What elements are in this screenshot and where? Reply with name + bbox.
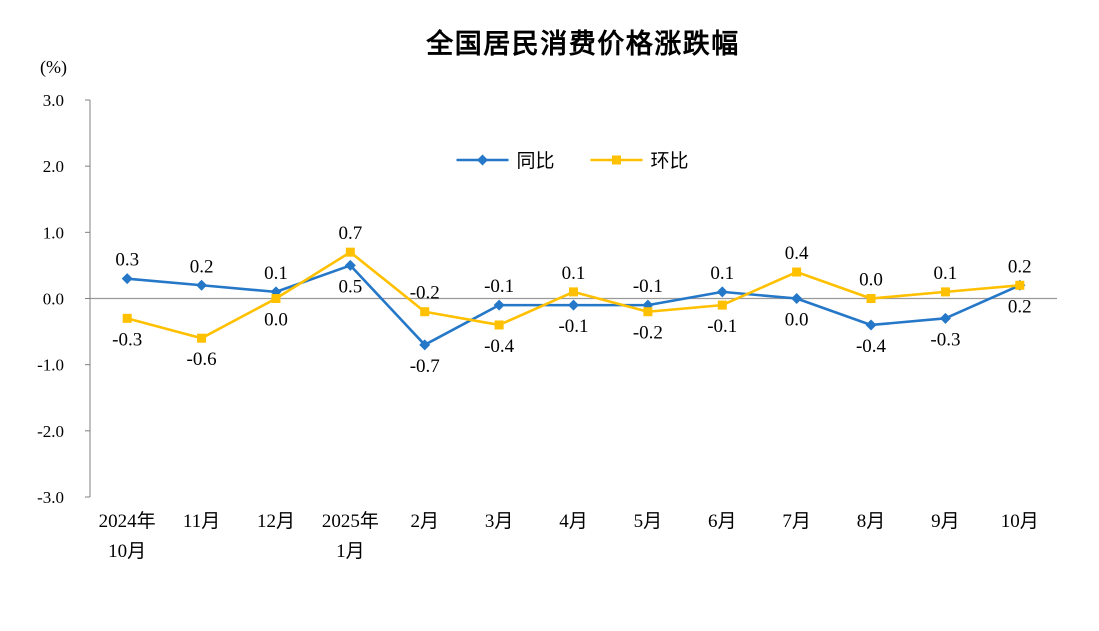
diamond-marker: [568, 299, 579, 311]
x-axis-label: 6月: [708, 511, 737, 532]
x-axis-label: 3月: [485, 511, 514, 532]
square-marker: [494, 320, 504, 330]
square-marker: [420, 307, 430, 317]
data-label-环比: 0.0: [264, 310, 288, 331]
x-axis-label: 10月: [1001, 511, 1039, 532]
data-label-环比: 0.1: [562, 263, 586, 284]
data-label-同比: 0.0: [785, 310, 809, 331]
data-label-环比: -0.6: [187, 349, 217, 370]
square-marker: [122, 313, 132, 323]
y-axis-tick-label: 3.0: [43, 91, 64, 110]
x-axis-label: 12月: [257, 511, 295, 532]
data-label-同比: -0.7: [410, 356, 440, 377]
data-label-环比: -0.2: [633, 323, 663, 344]
diamond-marker: [791, 293, 803, 304]
legend-item-环比: 环比: [590, 150, 689, 172]
diamond-marker: [493, 299, 505, 311]
data-label-同比: 0.3: [115, 250, 139, 271]
legend: 同比 环比: [456, 150, 689, 172]
legend-item-同比: 同比: [456, 150, 555, 172]
diamond-marker: [419, 339, 431, 351]
legend-label: 环比: [651, 150, 689, 172]
diamond-marker: [196, 279, 208, 291]
x-axis-label: 5月: [634, 511, 663, 532]
x-axis-label: 4月: [559, 511, 588, 532]
legend-diamond-marker: [477, 154, 488, 166]
x-axis-label: 8月: [857, 511, 886, 532]
diamond-marker: [865, 319, 877, 331]
square-marker: [271, 294, 281, 303]
x-axis-label: 2024年 10月: [99, 510, 156, 562]
x-axis-label: 2025年 1月: [322, 510, 379, 562]
plot-area: 3.0 2.0 1.0 0.0 -1.0 -2.0 -3.0 2024年 10月 11月 12月 20…: [37, 91, 1057, 562]
data-label-同比: 0.2: [190, 256, 214, 277]
square-marker: [940, 287, 950, 297]
data-label-环比: -0.1: [707, 316, 737, 337]
data-label-同比: -0.3: [930, 329, 960, 350]
data-label-环比: 0.1: [934, 263, 958, 284]
y-axis-tick-label: -2.0: [37, 422, 64, 441]
square-marker: [345, 247, 355, 257]
y-axis-tick-label: 1.0: [43, 223, 64, 242]
square-marker: [717, 300, 727, 310]
diamond-marker: [121, 273, 133, 285]
data-label-环比: -0.2: [410, 283, 440, 304]
square-marker: [866, 294, 876, 303]
diamond-marker: [939, 312, 951, 324]
data-label-环比: -0.4: [484, 336, 515, 357]
data-label-同比: -0.1: [484, 276, 514, 297]
data-label-环比: -0.3: [112, 329, 142, 350]
x-axis-label: 2月: [410, 511, 439, 532]
legend-square-marker: [612, 155, 621, 165]
data-label-同比: -0.4: [856, 336, 887, 357]
x-axis-label: 9月: [931, 511, 960, 532]
legend-label: 同比: [517, 150, 555, 172]
data-label-环比: 0.7: [338, 223, 362, 244]
x-axis-label: 7月: [782, 511, 811, 532]
diamond-marker: [344, 259, 356, 271]
y-axis-tick-label: 2.0: [43, 157, 64, 176]
data-label-同比: -0.1: [558, 316, 588, 337]
square-marker: [569, 287, 578, 297]
square-marker: [197, 333, 207, 343]
data-label-环比: 0.2: [1008, 256, 1032, 277]
data-label-同比: 0.1: [264, 263, 288, 284]
square-marker: [643, 307, 653, 317]
data-label-同比: 0.1: [710, 263, 734, 284]
y-axis-tick-label: 0.0: [43, 290, 64, 309]
x-axis-label: 11月: [183, 511, 220, 532]
data-label-环比: 0.4: [785, 243, 809, 264]
square-marker: [1015, 280, 1025, 290]
data-label-同比: 0.2: [1008, 296, 1032, 317]
data-label-同比: -0.1: [633, 276, 663, 297]
y-axis-tick-label: -3.0: [37, 488, 64, 507]
data-label-同比: 0.5: [338, 276, 362, 297]
chart-title: 全国居民消费价格涨跌幅: [425, 28, 740, 59]
y-axis-tick-label: -1.0: [37, 356, 64, 375]
square-marker: [792, 267, 802, 277]
y-axis-unit-label: (%): [40, 57, 67, 78]
diamond-marker: [716, 286, 728, 298]
data-label-环比: 0.0: [859, 270, 883, 291]
